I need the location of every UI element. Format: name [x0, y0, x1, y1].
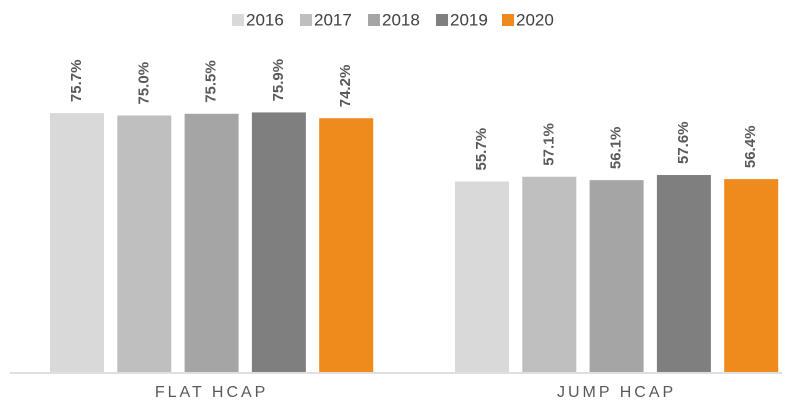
- x-tick-label: JUMP HCAP: [557, 384, 676, 401]
- value-label: 75.0%: [135, 62, 152, 105]
- bar: [319, 118, 374, 373]
- legend-label: 2019: [450, 10, 488, 29]
- x-tick-label: FLAT HCAP: [155, 384, 269, 401]
- value-label: 56.4%: [742, 126, 759, 169]
- bar: [724, 179, 779, 372]
- bar: [117, 115, 172, 372]
- bar: [522, 176, 577, 372]
- legend-swatch: [368, 14, 380, 26]
- value-label: 57.6%: [675, 121, 692, 164]
- bar: [455, 181, 509, 372]
- legend-swatch: [502, 14, 514, 26]
- bar: [50, 113, 104, 372]
- value-label: 75.5%: [203, 60, 220, 103]
- value-label: 56.1%: [608, 127, 625, 170]
- value-label: 74.2%: [337, 65, 354, 108]
- value-label: 75.9%: [270, 59, 287, 102]
- bar: [656, 175, 711, 372]
- value-label: 57.1%: [540, 123, 557, 166]
- legend-label: 2020: [516, 10, 554, 29]
- value-label: 55.7%: [473, 128, 490, 171]
- bar: [589, 180, 644, 372]
- legend-swatch: [436, 14, 448, 26]
- legend-label: 2016: [246, 10, 284, 29]
- legend-label: 2017: [314, 10, 352, 29]
- legend-label: 2018: [382, 10, 420, 29]
- value-label: 75.7%: [68, 60, 85, 103]
- legend-swatch: [232, 14, 244, 26]
- bar: [184, 113, 239, 372]
- legend-swatch: [300, 14, 312, 26]
- bar: [251, 112, 306, 372]
